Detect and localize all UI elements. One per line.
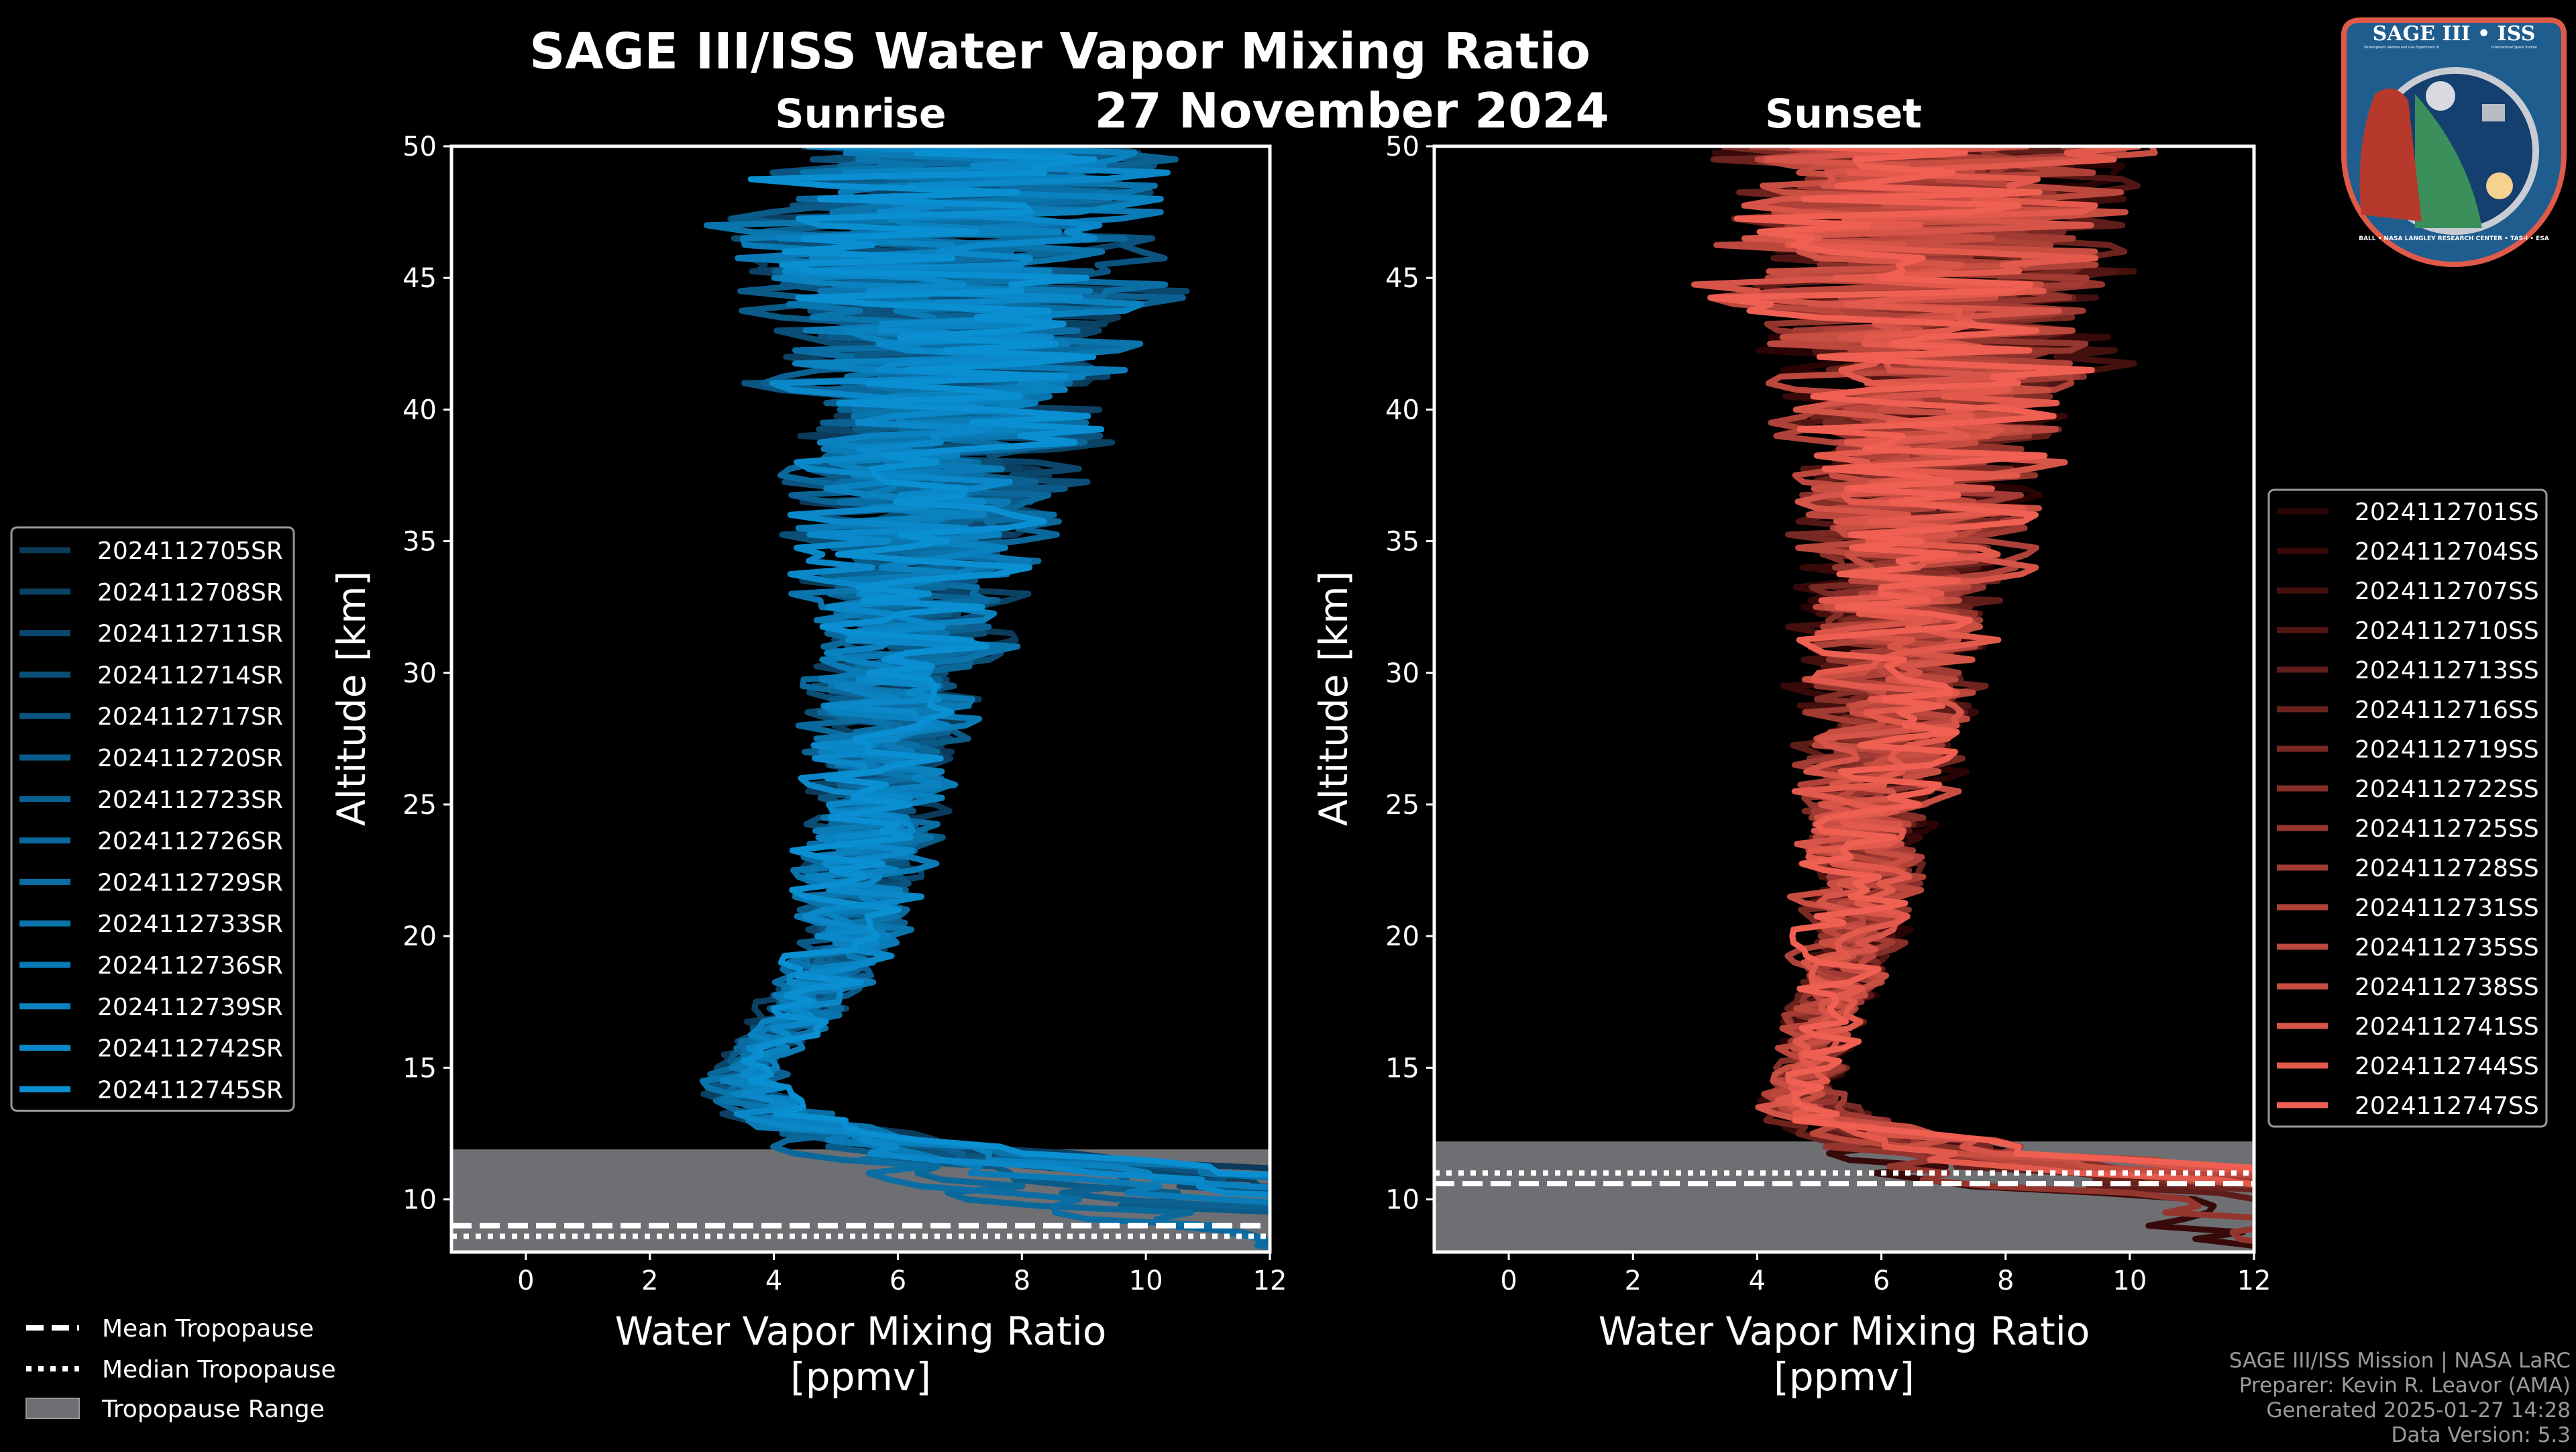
legend-label: 2024112719SS <box>2355 736 2539 764</box>
x-tick-label: 10 <box>1129 1265 1163 1296</box>
mean-tropopause-label: Mean Tropopause <box>102 1315 314 1343</box>
legend-label: 2024112717SR <box>97 703 283 731</box>
footer-version: Data Version: 5.3 <box>2392 1423 2571 1447</box>
footer-mission: SAGE III/ISS Mission | NASA LaRC <box>2229 1349 2571 1373</box>
logo-ring-text: BALL • NASA LANGLEY RESEARCH CENTER • TA… <box>2359 236 2549 242</box>
logo-subtitle-left: Stratospheric Aerosol and Gas Experiment… <box>2364 46 2439 50</box>
y-tick-label: 25 <box>402 790 437 821</box>
legend-label: 2024112701SS <box>2355 499 2539 526</box>
y-tick-label: 30 <box>1385 658 1419 689</box>
y-tick-label: 10 <box>1385 1185 1419 1216</box>
chart-date: 27 November 2024 <box>1094 83 1609 139</box>
x-tick-label: 4 <box>765 1265 782 1296</box>
legend-label: 2024112711SR <box>97 621 283 648</box>
x-tick-label: 8 <box>1014 1265 1030 1296</box>
legend-label: 2024112720SR <box>97 745 283 772</box>
legend-label: 2024112735SS <box>2355 934 2539 962</box>
tropopause-legend: Mean Tropopause Median Tropopause Tropop… <box>26 1315 336 1423</box>
logo-subtitle-right: International Space Station <box>2491 46 2537 50</box>
legend-label: 2024112707SS <box>2355 578 2539 605</box>
y-tick-label: 35 <box>402 527 437 558</box>
y-tick-label: 25 <box>1385 790 1419 821</box>
y-tick-label: 15 <box>402 1053 437 1084</box>
y-tick-label: 10 <box>402 1185 437 1216</box>
panel-title-sunrise: Sunrise <box>775 91 946 138</box>
x-tick-label: 0 <box>1500 1265 1517 1296</box>
y-tick-label: 35 <box>1385 527 1419 558</box>
x-tick-label: 12 <box>1253 1265 1287 1296</box>
x-tick-label: 6 <box>890 1265 906 1296</box>
y-tick-label: 45 <box>1385 263 1419 294</box>
sage-iii-iss-logo: SAGE III • ISS Stratospheric Aerosol and… <box>2344 20 2564 264</box>
legend-label: 2024112704SS <box>2355 538 2539 566</box>
legend-label: 2024112713SS <box>2355 657 2539 684</box>
footer-credits: SAGE III/ISS Mission | NASA LaRC Prepare… <box>2229 1349 2571 1447</box>
legend-label: 2024112714SR <box>97 662 283 689</box>
x-tick-label: 8 <box>1997 1265 2014 1296</box>
legend-label: 2024112736SR <box>97 952 283 980</box>
legend-label: 2024112733SR <box>97 911 283 938</box>
legend-label: 2024112708SR <box>97 579 283 607</box>
legend-label: 2024112745SR <box>97 1076 283 1104</box>
legend-label: 2024112742SR <box>97 1035 283 1063</box>
legend-label: 2024112723SR <box>97 786 283 814</box>
legend-label: 2024112747SS <box>2355 1092 2539 1120</box>
panel-title-sunset: Sunset <box>1765 91 1922 138</box>
y-tick-label: 40 <box>402 395 437 425</box>
legend-label: 2024112741SS <box>2355 1013 2539 1041</box>
x-tick-label: 4 <box>1749 1265 1766 1296</box>
tropopause-range-label: Tropopause Range <box>101 1396 325 1423</box>
x-tick-label: 2 <box>641 1265 658 1296</box>
x-tick-label: 6 <box>1873 1265 1890 1296</box>
legend-label: 2024112728SS <box>2355 855 2539 882</box>
legend-label: 2024112744SS <box>2355 1053 2539 1080</box>
legend-label: 2024112710SS <box>2355 617 2539 645</box>
legend-label: 2024112716SS <box>2355 696 2539 724</box>
legend-label: 2024112725SS <box>2355 815 2539 843</box>
legend-label: 2024112739SR <box>97 994 283 1021</box>
median-tropopause-label: Median Tropopause <box>102 1356 336 1384</box>
tropopause-range-handle <box>26 1398 79 1418</box>
footer-generated: Generated 2025-01-27 14:28 <box>2266 1398 2571 1422</box>
y-tick-label: 50 <box>402 132 437 162</box>
x-tick-label: 12 <box>2237 1265 2271 1296</box>
x-tick-label: 0 <box>517 1265 534 1296</box>
x-axis-label: Water Vapor Mixing Ratio <box>615 1308 1107 1354</box>
legend-label: 2024112738SS <box>2355 974 2539 1001</box>
y-tick-label: 45 <box>402 263 437 294</box>
logo-moon <box>2426 81 2455 111</box>
legend-label: 2024112729SR <box>97 869 283 896</box>
y-tick-label: 15 <box>1385 1053 1419 1084</box>
footer-preparer: Preparer: Kevin R. Leavor (AMA) <box>2239 1373 2571 1398</box>
x-axis-units: [ppmv] <box>790 1354 931 1400</box>
y-tick-label: 20 <box>402 921 437 952</box>
y-axis-label: Altitude [km] <box>329 571 374 826</box>
chart-title: SAGE III/ISS Water Vapor Mixing Ratio <box>529 23 1591 81</box>
logo-sun <box>2486 172 2513 199</box>
legend-label: 2024112722SS <box>2355 776 2539 803</box>
legend-label: 2024112726SR <box>97 828 283 855</box>
plot-area <box>451 146 2576 1265</box>
y-tick-label: 30 <box>402 658 437 689</box>
logo-title: SAGE III • ISS <box>2373 22 2536 46</box>
x-axis-units: [ppmv] <box>1774 1354 1915 1400</box>
legend-label: 2024112705SR <box>97 537 283 565</box>
legend-label: 2024112731SS <box>2355 894 2539 922</box>
x-tick-label: 10 <box>2112 1265 2147 1296</box>
sunrise-legend: 2024112705SR 2024112708SR 2024112711SR 2024… <box>11 527 294 1110</box>
y-tick-label: 50 <box>1385 132 1419 162</box>
legend-box <box>11 527 294 1110</box>
logo-iss <box>2482 104 2505 121</box>
sunset-legend: 2024112701SS 2024112704SS 2024112707SS 2024… <box>2269 490 2546 1127</box>
x-tick-label: 2 <box>1625 1265 1642 1296</box>
y-axis-label: Altitude [km] <box>1311 571 1356 826</box>
y-tick-label: 40 <box>1385 395 1419 425</box>
x-axis-label: Water Vapor Mixing Ratio <box>1599 1308 2090 1354</box>
y-tick-label: 20 <box>1385 921 1419 952</box>
